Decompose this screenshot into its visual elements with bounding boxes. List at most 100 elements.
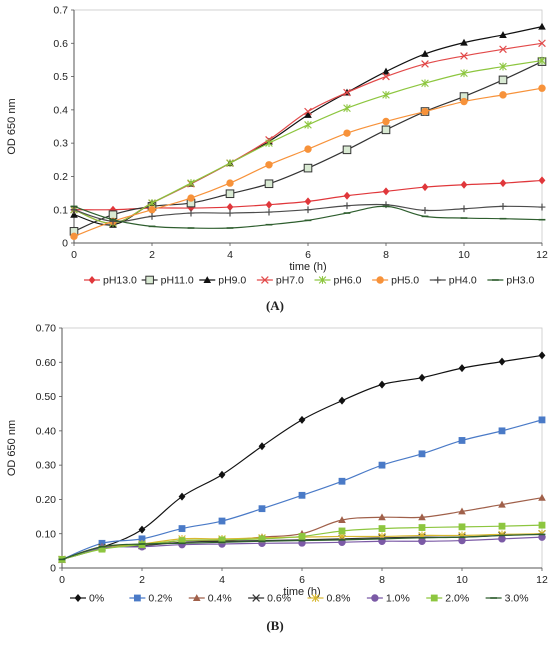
point-ph7-0 [304,107,312,116]
point-ph5-0 [499,91,507,99]
point-2-0 [218,536,226,544]
point-0-2 [218,517,226,525]
point-2-0 [298,533,306,540]
legend-label: pH4.0 [449,275,477,287]
point-0-2 [458,437,466,444]
point-ph13-0 [343,191,351,200]
x-tick-label: 2 [139,574,145,586]
point-ph5-0 [304,145,312,153]
point-0 [538,351,546,360]
x-tick-label: 0 [71,249,77,261]
legend: 0% 0.2% 0.4% 0.6% 0.8% 1.0% 2.0% 3.0% [70,593,529,605]
point-0 [218,470,226,479]
legend-label: 0.8% [327,593,351,605]
point-ph4-0 [265,208,273,216]
legend-label: 1.0% [386,593,410,605]
point-ph13-0 [499,179,507,188]
x-tick-label: 2 [149,249,155,261]
point-ph7-0 [421,60,429,68]
point-ph13-0 [304,197,312,206]
point-ph13-0 [382,187,390,196]
point-legend-2-0 [430,594,438,602]
point-legend-ph4-0 [434,276,442,284]
point-legend-0 [74,594,82,602]
point-ph4-0 [538,203,546,211]
point-ph6-0 [538,56,546,65]
point-0 [338,396,346,405]
point-ph6-0 [421,79,429,88]
legend-label: pH9.0 [218,275,246,287]
point-ph7-0 [382,72,390,81]
point-ph5-0 [70,232,78,241]
point-ph13-0 [265,200,273,209]
legend-label: 0% [89,593,104,605]
x-tick-label: 10 [456,574,468,586]
point-legend-ph5-0 [376,276,384,284]
point-0 [378,380,386,389]
legend-item-0-4: 0.4% [188,593,232,605]
series-ph3-0 [70,205,546,229]
point-2-0 [458,523,466,531]
point-0-4 [418,513,426,521]
point-ph11-0 [264,179,274,189]
y-tick-label: 0.4 [53,104,68,116]
point-ph5-0 [421,107,429,116]
point-ph11-0 [498,75,508,85]
legend-item-ph11-0: pH11.0 [141,275,194,287]
point-ph5-0 [460,97,468,106]
point-0-2 [138,535,146,543]
panel-b-chart: 0 0.10 0.20 0.30 0.40 0.50 0.60 0.70 0 2 4 6 8 10 12 ti… [6,323,548,633]
point-2-0 [418,524,426,531]
point-0-4 [538,493,546,501]
point-ph13-0 [538,176,546,185]
legend-label: pH7.0 [276,275,304,287]
legend-item-1-0: 1.0% [366,593,410,605]
point-ph11-0 [342,145,352,155]
legend-label: 3.0% [505,593,529,605]
point-0 [418,373,426,382]
legend-label: 0.4% [208,593,232,605]
point-ph13-0 [226,203,234,212]
y-tick-label: 0.30 [36,460,57,472]
legend-item-ph5-0: pH5.0 [372,275,419,287]
y-tick-label: 0.70 [36,323,57,335]
legend-label: pH6.0 [334,275,362,287]
point-legend-0-6 [252,594,260,602]
y-tick-label: 0.5 [53,71,68,83]
point-0 [458,364,466,373]
point-ph6-0 [343,104,351,113]
y-tick-label: 0.2 [53,171,68,183]
point-ph9-0 [460,38,468,46]
x-tick-label: 12 [536,574,548,586]
point-0-2 [178,525,186,532]
point-ph6-0 [382,90,390,99]
x-axis-title: time (h) [283,586,320,598]
y-axis-title: OD 650 nm [6,98,18,154]
panel-a-chart: 0 0.1 0.2 0.3 0.4 0.5 0.6 0.7 0 2 4 6 8 10 12 time (h) O… [6,5,548,313]
point-legend-0-4 [192,594,201,601]
point-0-2 [538,416,546,424]
point-legend-ph7-0 [261,276,269,284]
point-0-4 [498,500,506,508]
point-ph11-0 [225,189,235,199]
point-ph4-0 [187,209,195,217]
point-0 [498,357,506,366]
legend-item-0-6: 0.6% [248,593,291,605]
legend-item-ph13-0: pH13.0 [84,275,137,287]
point-0-2 [498,427,506,435]
point-legend-ph6-0 [318,276,327,284]
point-ph5-0 [265,161,273,169]
point-ph6-0 [226,159,234,168]
legend-item-0-2: 0.2% [129,593,172,605]
point-ph4-0 [70,206,78,214]
point-ph13-0 [460,180,468,189]
point-2-0 [538,521,546,529]
point-ph7-0 [499,45,507,54]
point-2-0 [498,522,506,530]
series-ph4-0 [70,201,546,225]
point-ph7-0 [460,52,468,60]
series-3-0 [58,533,546,561]
series-line-0 [61,354,543,561]
point-0-2 [378,461,386,469]
